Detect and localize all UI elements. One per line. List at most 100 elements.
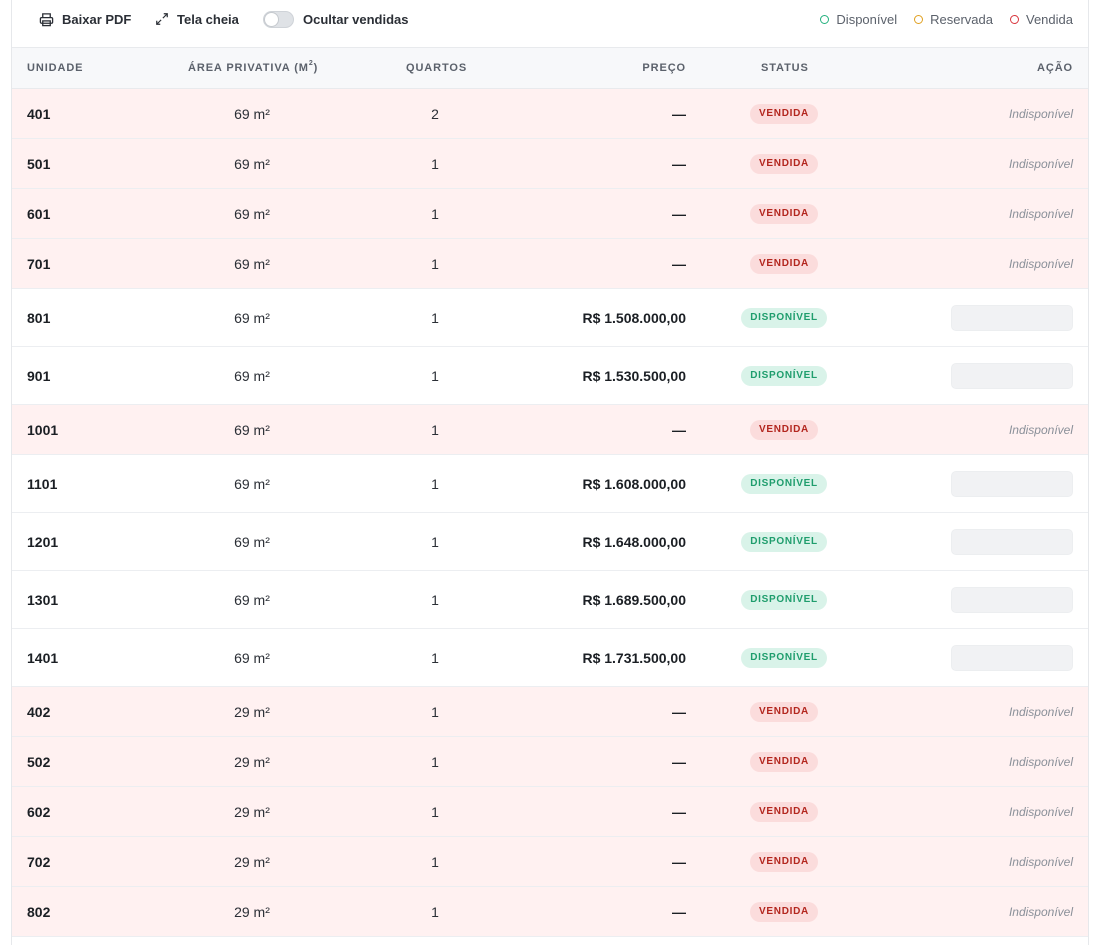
status-badge: VENDIDA: [750, 153, 818, 174]
action-button[interactable]: [951, 362, 1073, 389]
status-cell: DISPONÍVEL: [724, 513, 844, 570]
status-badge: DISPONÍVEL: [741, 531, 827, 552]
column-header-price[interactable]: PREÇO: [642, 62, 686, 74]
fullscreen-label: Tela cheia: [177, 11, 239, 27]
price-cell: R$ 1.648.000,00: [582, 533, 686, 550]
status-badge: DISPONÍVEL: [741, 365, 827, 386]
unavailable-text: Indisponível: [1008, 904, 1073, 919]
area-cell: 69 m²: [234, 533, 270, 550]
price-cell: R$ 1.731.500,00: [582, 649, 686, 666]
status-badge: DISPONÍVEL: [741, 647, 827, 668]
unit-cell: 1001: [27, 421, 59, 438]
action-button[interactable]: [951, 586, 1073, 613]
table-row[interactable]: 602 29 m² 1 — VENDIDA Indisponível: [12, 787, 1088, 837]
table-row[interactable]: 1101 69 m² 1 R$ 1.608.000,00 DISPONÍVEL: [12, 455, 1088, 513]
column-header-status[interactable]: STATUS: [761, 62, 809, 74]
table-header: UNIDADE ÁREA PRIVATIVA (M2) QUARTOS PREÇ…: [12, 48, 1088, 89]
price-cell: —: [672, 205, 686, 222]
table-row[interactable]: 1201 69 m² 1 R$ 1.648.000,00 DISPONÍVEL: [12, 513, 1088, 571]
area-close-paren: ): [313, 62, 319, 74]
column-header-unit[interactable]: UNIDADE: [27, 62, 84, 74]
status-cell: VENDIDA: [724, 189, 844, 238]
action-cell: Indisponível: [1009, 687, 1073, 736]
action-button[interactable]: [951, 644, 1073, 671]
table-body: 401 69 m² 2 — VENDIDA Indisponível 501 69 m² 1 — V…: [12, 89, 1088, 937]
legend-reserved: Reservada: [914, 12, 993, 27]
unavailable-text: Indisponível: [1008, 754, 1073, 769]
units-table-panel: Baixar PDF Tela cheia Ocultar vendidas D…: [11, 0, 1089, 945]
rooms-cell: 1: [431, 155, 439, 172]
unit-cell: 602: [27, 803, 51, 820]
rooms-cell: 1: [431, 649, 439, 666]
table-row[interactable]: 1001 69 m² 1 — VENDIDA Indisponível: [12, 405, 1088, 455]
table-row[interactable]: 501 69 m² 1 — VENDIDA Indisponível: [12, 139, 1088, 189]
rooms-cell: 1: [431, 367, 439, 384]
column-header-rooms[interactable]: QUARTOS: [406, 62, 468, 74]
price-cell: —: [672, 421, 686, 438]
rooms-cell: 1: [431, 255, 439, 272]
status-badge: VENDIDA: [750, 203, 818, 224]
table-row[interactable]: 502 29 m² 1 — VENDIDA Indisponível: [12, 737, 1088, 787]
legend-dot-icon: [820, 14, 830, 24]
unit-cell: 702: [27, 853, 51, 870]
rooms-cell: 1: [431, 753, 439, 770]
table-row[interactable]: 601 69 m² 1 — VENDIDA Indisponível: [12, 189, 1088, 239]
price-cell: —: [672, 853, 686, 870]
area-superscript: 2: [308, 60, 314, 68]
status-cell: VENDIDA: [724, 887, 844, 936]
action-button[interactable]: [951, 470, 1073, 497]
unavailable-text: Indisponível: [1008, 804, 1073, 819]
rooms-cell: 1: [431, 421, 439, 438]
unavailable-text: Indisponível: [1008, 422, 1073, 437]
table-row[interactable]: 701 69 m² 1 — VENDIDA Indisponível: [12, 239, 1088, 289]
table-row[interactable]: 801 69 m² 1 R$ 1.508.000,00 DISPONÍVEL: [12, 289, 1088, 347]
rooms-cell: 1: [431, 903, 439, 920]
table-row[interactable]: 702 29 m² 1 — VENDIDA Indisponível: [12, 837, 1088, 887]
fullscreen-button[interactable]: Tela cheia: [155, 10, 239, 28]
status-badge: VENDIDA: [750, 751, 818, 772]
status-cell: DISPONÍVEL: [724, 455, 844, 512]
action-cell: Indisponível: [1009, 139, 1073, 188]
action-button[interactable]: [951, 304, 1073, 331]
unit-cell: 501: [27, 155, 51, 172]
area-cell: 69 m²: [234, 255, 270, 272]
hide-sold-toggle[interactable]: Ocultar vendidas: [263, 10, 408, 28]
hide-sold-label: Ocultar vendidas: [303, 11, 409, 27]
area-cell: 29 m²: [234, 703, 270, 720]
legend-label: Reservada: [930, 11, 993, 27]
legend-label: Vendida: [1026, 11, 1073, 27]
table-row[interactable]: 1301 69 m² 1 R$ 1.689.500,00 DISPONÍVEL: [12, 571, 1088, 629]
unit-cell: 1101: [27, 475, 58, 492]
download-pdf-button[interactable]: Baixar PDF: [39, 10, 131, 28]
table-row[interactable]: 901 69 m² 1 R$ 1.530.500,00 DISPONÍVEL: [12, 347, 1088, 405]
action-cell: Indisponível: [1009, 405, 1073, 454]
legend-dot-icon: [914, 14, 924, 24]
price-cell: —: [672, 255, 686, 272]
column-header-area[interactable]: ÁREA PRIVATIVA (M2): [188, 48, 318, 89]
printer-icon: [39, 12, 54, 26]
action-button[interactable]: [951, 528, 1073, 555]
action-cell: Indisponível: [1009, 887, 1073, 936]
price-cell: R$ 1.508.000,00: [582, 309, 686, 326]
unit-cell: 502: [27, 753, 51, 770]
unavailable-text: Indisponível: [1008, 704, 1073, 719]
table-row[interactable]: 402 29 m² 1 — VENDIDA Indisponível: [12, 687, 1088, 737]
action-cell: [951, 629, 1073, 686]
status-badge: VENDIDA: [750, 103, 818, 124]
column-header-action: AÇÃO: [1037, 62, 1073, 74]
table-row[interactable]: 401 69 m² 2 — VENDIDA Indisponível: [12, 89, 1088, 139]
area-cell: 29 m²: [234, 853, 270, 870]
toggle-switch[interactable]: [263, 10, 294, 28]
area-cell: 69 m²: [234, 367, 270, 384]
table-row[interactable]: 802 29 m² 1 — VENDIDA Indisponível: [12, 887, 1088, 937]
unit-cell: 401: [27, 105, 51, 122]
action-cell: [951, 347, 1073, 404]
rooms-cell: 1: [431, 205, 439, 222]
table-row[interactable]: 1401 69 m² 1 R$ 1.731.500,00 DISPONÍVEL: [12, 629, 1088, 687]
action-cell: [951, 289, 1073, 346]
area-cell: 69 m²: [234, 421, 270, 438]
status-legend: Disponível Reservada Vendida: [803, 10, 1073, 28]
status-cell: DISPONÍVEL: [724, 629, 844, 686]
unavailable-text: Indisponível: [1008, 256, 1073, 271]
status-cell: VENDIDA: [724, 737, 844, 786]
